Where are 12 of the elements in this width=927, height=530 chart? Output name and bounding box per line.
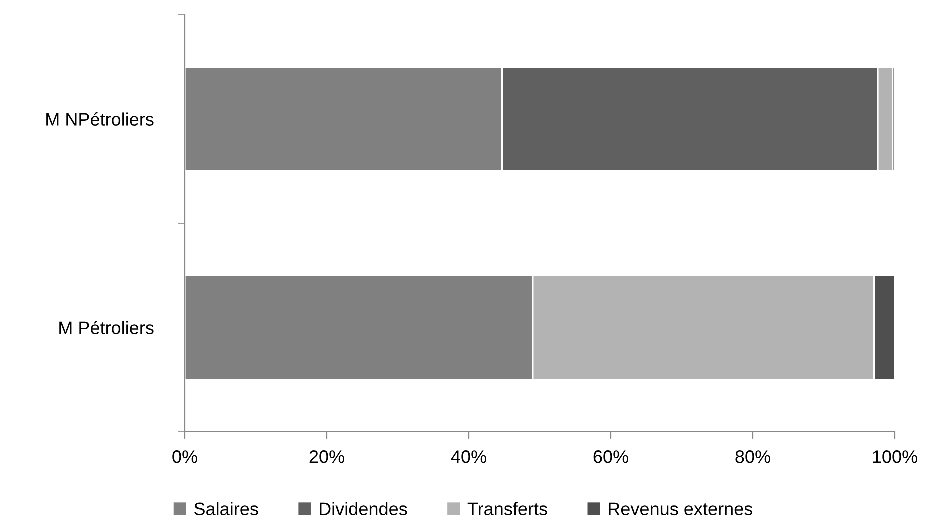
x-tick-label: 20%: [310, 450, 344, 464]
legend-label: Transferts: [468, 502, 548, 516]
y-tick-label: M Pétroliers: [60, 320, 154, 334]
x-tick-label: 100%: [873, 450, 918, 464]
legend-label: Revenus externes: [609, 502, 752, 516]
x-tick-label: 0%: [172, 450, 198, 464]
legend-label: Dividendes: [320, 502, 408, 516]
legend-label: Salaires: [194, 502, 258, 516]
x-tick-label: 60%: [594, 450, 628, 464]
y-tick-label: M NPétroliers: [46, 112, 154, 126]
x-tick-label: 80%: [736, 450, 770, 464]
x-tick-label: 40%: [451, 450, 486, 464]
